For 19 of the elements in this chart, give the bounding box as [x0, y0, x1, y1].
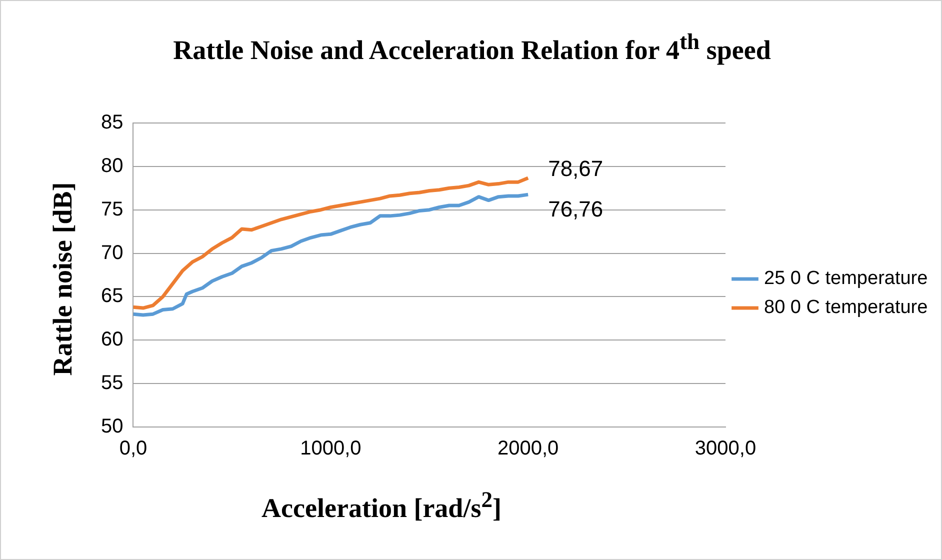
x-tick-label: 2000,0	[497, 438, 559, 460]
data-label: 78,67	[548, 156, 604, 182]
y-tick-label: 75	[100, 198, 124, 220]
data-label: 76,76	[548, 196, 604, 222]
legend-label: 25 0 C temperature	[764, 268, 928, 290]
chart-title: Rattle Noise and Acceleration Relation for 4$^{th}$ speed	[172, 29, 772, 66]
y-tick-label: 65	[100, 285, 124, 308]
legend-label: 80 0 C temperature	[764, 297, 928, 318]
y-tick-label: 60	[100, 328, 124, 351]
x-tick-label: 0,0	[119, 438, 148, 460]
y-tick-label: 80	[100, 154, 124, 177]
x-tick-label: 3000,0	[694, 438, 756, 460]
y-tick-label: 85	[100, 112, 124, 134]
x-tick-label: 1000,0	[300, 438, 362, 460]
y-tick-label: 55	[100, 372, 124, 394]
y-tick-label: 70	[100, 242, 124, 264]
y-tick-label: 50	[100, 416, 124, 438]
x-axis-title: Acceleration [rad/s$^{2}$]	[260, 487, 502, 524]
y-axis-title: Rattle noise [dB]	[48, 182, 78, 376]
